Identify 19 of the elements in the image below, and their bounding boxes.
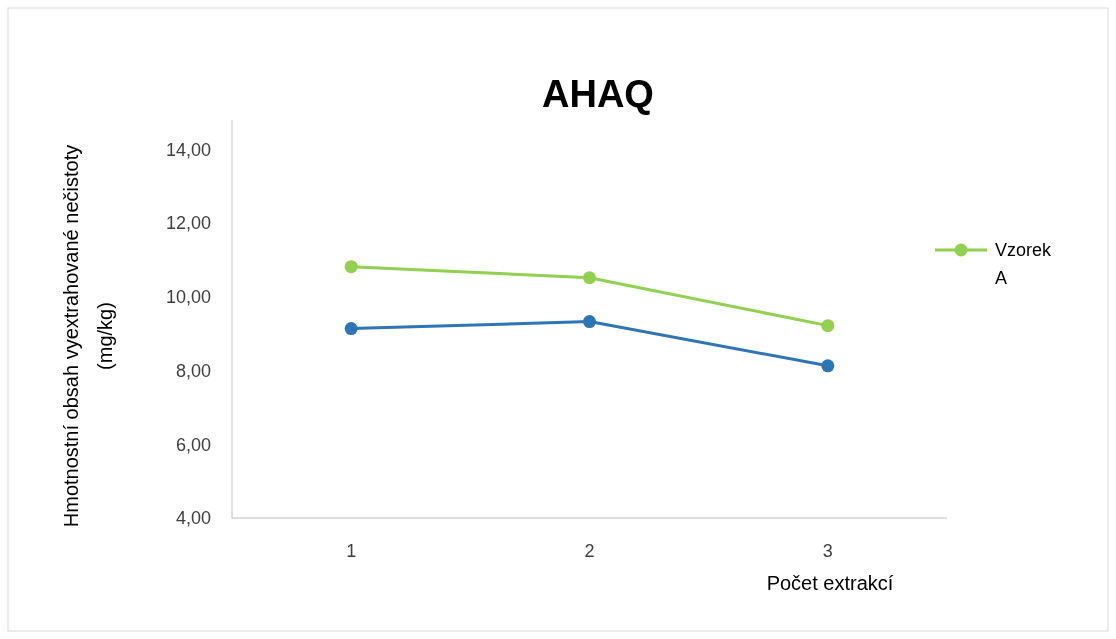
x-axis-title: Počet extrakcí [766,572,894,594]
y-tick-label: 12,00 [165,213,211,234]
y-tick-label: 6,00 [175,434,211,455]
point [821,319,835,333]
point [821,359,835,373]
x-tick-label: 2 [584,541,595,561]
point [344,260,358,274]
legend-label: Vzorek A [995,240,1053,289]
x-tick-label: 3 [822,541,833,561]
point [583,315,596,329]
y-tick-label: 4,00 [175,508,211,529]
y-tick-label: 8,00 [175,360,211,381]
y-tick-label: 14,00 [165,139,211,160]
x-tick-label: 1 [346,541,357,561]
y-axis-title: Hmotnostní obsah vyextrahované nečistoty (mg/kg) [60,144,116,528]
chart-title: AHAQ [542,73,654,115]
point [344,322,358,336]
y-tick-label: 10,00 [165,287,211,308]
point [583,271,596,285]
